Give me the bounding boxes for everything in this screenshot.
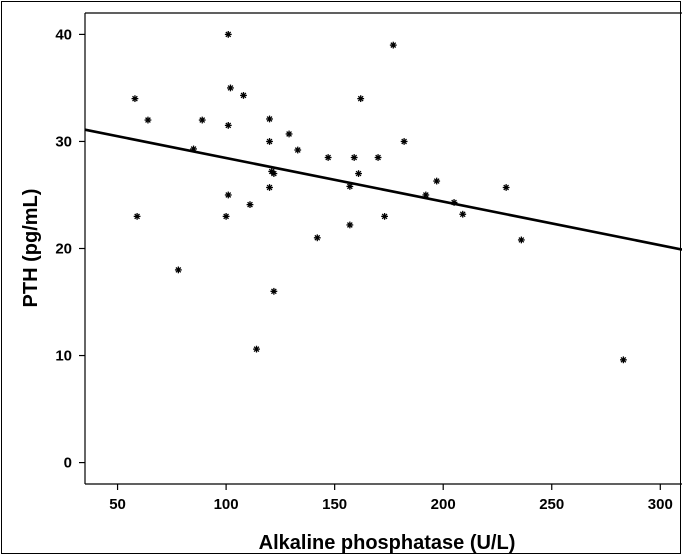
y-tick-label: 30	[55, 133, 72, 150]
data-point	[190, 145, 197, 153]
data-point	[224, 191, 232, 199]
data-point	[459, 210, 467, 218]
data-point	[422, 191, 430, 199]
data-point	[346, 221, 354, 229]
data-point	[240, 92, 247, 99]
data-point	[227, 84, 234, 92]
data-point	[502, 184, 510, 191]
data-point	[313, 234, 321, 242]
data-point	[270, 287, 278, 295]
y-axis-title: PTH (pg/mL)	[20, 189, 42, 308]
x-tick-label: 300	[648, 496, 673, 513]
x-axis-title: Alkaline phosphatase (U/L)	[259, 532, 516, 554]
data-point	[357, 95, 365, 103]
y-tick-label: 0	[64, 455, 72, 472]
data-point	[222, 212, 230, 220]
data-point	[619, 356, 627, 364]
data-point	[144, 116, 152, 124]
data-point	[266, 138, 273, 145]
data-point	[285, 130, 293, 138]
data-point	[246, 201, 254, 209]
data-point	[433, 177, 441, 185]
data-point	[131, 95, 139, 103]
data-point	[517, 236, 525, 244]
x-tick-label: 200	[431, 496, 456, 513]
x-tick-label: 150	[322, 496, 347, 513]
data-point	[270, 170, 278, 177]
data-point	[374, 154, 382, 161]
data-point	[294, 146, 302, 154]
data-point	[350, 154, 358, 161]
data-point	[174, 266, 182, 274]
regression-line	[84, 128, 682, 251]
data-point	[381, 212, 388, 220]
data-point	[266, 184, 273, 191]
data-point	[266, 115, 273, 123]
x-tick-label: 50	[109, 496, 126, 513]
ticks: 50 100 150 200 250 300 0 10 20 30 40	[55, 26, 672, 513]
data-point	[324, 154, 332, 161]
data-point	[198, 116, 206, 124]
y-tick-label: 20	[55, 241, 72, 258]
x-tick-label: 250	[539, 496, 564, 513]
data-point	[389, 41, 397, 49]
data-point	[133, 212, 141, 220]
data-point	[224, 121, 232, 129]
data-point	[253, 345, 260, 353]
data-point	[355, 170, 362, 177]
data-point	[400, 138, 408, 145]
data-points	[131, 31, 627, 364]
data-point	[450, 199, 458, 206]
data-point	[346, 183, 354, 190]
y-tick-label: 40	[55, 26, 72, 43]
fit-line-layer	[84, 128, 682, 251]
data-point	[224, 31, 232, 38]
y-tick-label: 10	[55, 348, 72, 365]
x-tick-label: 100	[214, 496, 239, 513]
